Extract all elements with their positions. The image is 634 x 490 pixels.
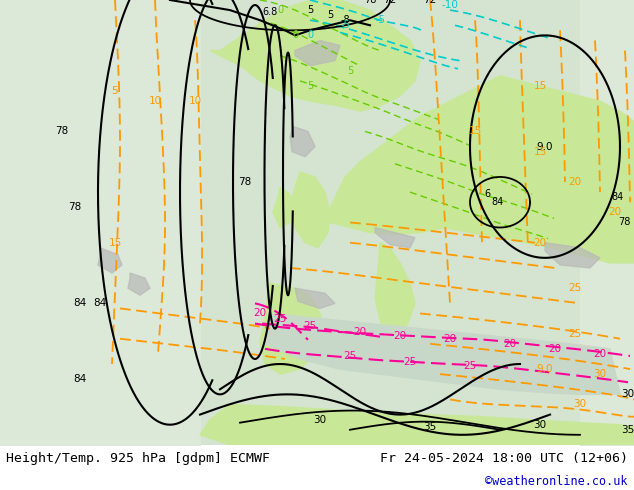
Text: -8: -8	[340, 15, 350, 25]
Text: 5: 5	[347, 66, 353, 76]
Text: 25: 25	[568, 329, 581, 339]
Text: 72: 72	[424, 0, 437, 5]
Text: 5: 5	[307, 81, 313, 91]
Text: 84: 84	[74, 374, 87, 384]
Polygon shape	[260, 283, 325, 374]
Text: 78: 78	[68, 202, 82, 212]
Text: 25: 25	[403, 357, 417, 367]
Text: 0: 0	[277, 5, 283, 15]
Polygon shape	[295, 288, 335, 308]
Text: -5: -5	[375, 15, 385, 25]
Polygon shape	[273, 187, 295, 227]
Text: 15: 15	[469, 126, 482, 136]
Text: 78: 78	[618, 218, 630, 227]
Text: 20: 20	[533, 238, 547, 247]
Text: 6.8: 6.8	[262, 7, 278, 17]
Text: 5: 5	[307, 5, 313, 15]
Text: 5: 5	[327, 10, 333, 20]
Polygon shape	[98, 248, 122, 273]
Text: 30: 30	[573, 399, 586, 410]
Text: 78: 78	[55, 126, 68, 136]
Text: 15: 15	[108, 238, 122, 247]
Text: 84: 84	[93, 298, 107, 308]
Text: 0: 0	[307, 30, 313, 40]
Text: ©weatheronline.co.uk: ©weatheronline.co.uk	[485, 475, 628, 489]
Text: 9.0: 9.0	[537, 142, 553, 151]
Polygon shape	[200, 404, 634, 445]
Text: 25: 25	[463, 361, 477, 371]
Text: 30: 30	[593, 369, 607, 379]
Text: 6: 6	[484, 189, 490, 199]
Polygon shape	[545, 243, 600, 268]
Text: 30: 30	[621, 390, 634, 399]
Polygon shape	[290, 126, 315, 157]
Text: 25: 25	[344, 351, 356, 361]
Text: 78: 78	[238, 177, 252, 187]
Text: 30: 30	[313, 415, 327, 425]
Text: 9.0: 9.0	[537, 364, 553, 374]
Text: 20: 20	[353, 327, 366, 337]
Text: 20: 20	[443, 334, 456, 344]
Text: 84: 84	[74, 298, 87, 308]
Text: 5: 5	[112, 86, 119, 96]
Text: 20: 20	[503, 339, 517, 349]
Polygon shape	[290, 172, 330, 248]
Polygon shape	[265, 314, 620, 394]
Text: 10: 10	[148, 96, 162, 106]
Text: 84: 84	[492, 197, 504, 207]
Text: 72: 72	[384, 0, 397, 5]
Text: 20: 20	[609, 207, 621, 218]
Text: 25: 25	[568, 283, 581, 293]
Text: 30: 30	[533, 420, 547, 430]
Text: Height/Temp. 925 hPa [gdpm] ECMWF: Height/Temp. 925 hPa [gdpm] ECMWF	[6, 452, 270, 465]
Text: 35: 35	[621, 425, 634, 435]
Text: 10: 10	[188, 96, 202, 106]
Text: 84: 84	[612, 192, 624, 202]
Polygon shape	[295, 41, 340, 66]
Text: 20: 20	[548, 344, 562, 354]
Polygon shape	[210, 0, 420, 111]
Polygon shape	[328, 76, 634, 263]
Text: 20: 20	[569, 177, 581, 187]
Text: 78: 78	[364, 0, 376, 5]
Text: 25: 25	[273, 314, 287, 323]
Polygon shape	[128, 273, 150, 295]
Text: 15: 15	[533, 81, 547, 91]
Polygon shape	[375, 243, 415, 339]
Text: -10: -10	[441, 0, 458, 10]
Text: 20: 20	[254, 309, 266, 318]
Text: 20: 20	[593, 349, 607, 359]
Text: 20: 20	[394, 331, 406, 341]
Text: 35: 35	[424, 422, 437, 432]
Polygon shape	[375, 227, 415, 248]
Text: 15: 15	[533, 147, 547, 157]
Text: -5: -5	[340, 20, 350, 30]
Text: 0: 0	[292, 30, 298, 40]
Text: 25: 25	[304, 320, 316, 331]
Text: Fr 24-05-2024 18:00 UTC (12+06): Fr 24-05-2024 18:00 UTC (12+06)	[380, 452, 628, 465]
